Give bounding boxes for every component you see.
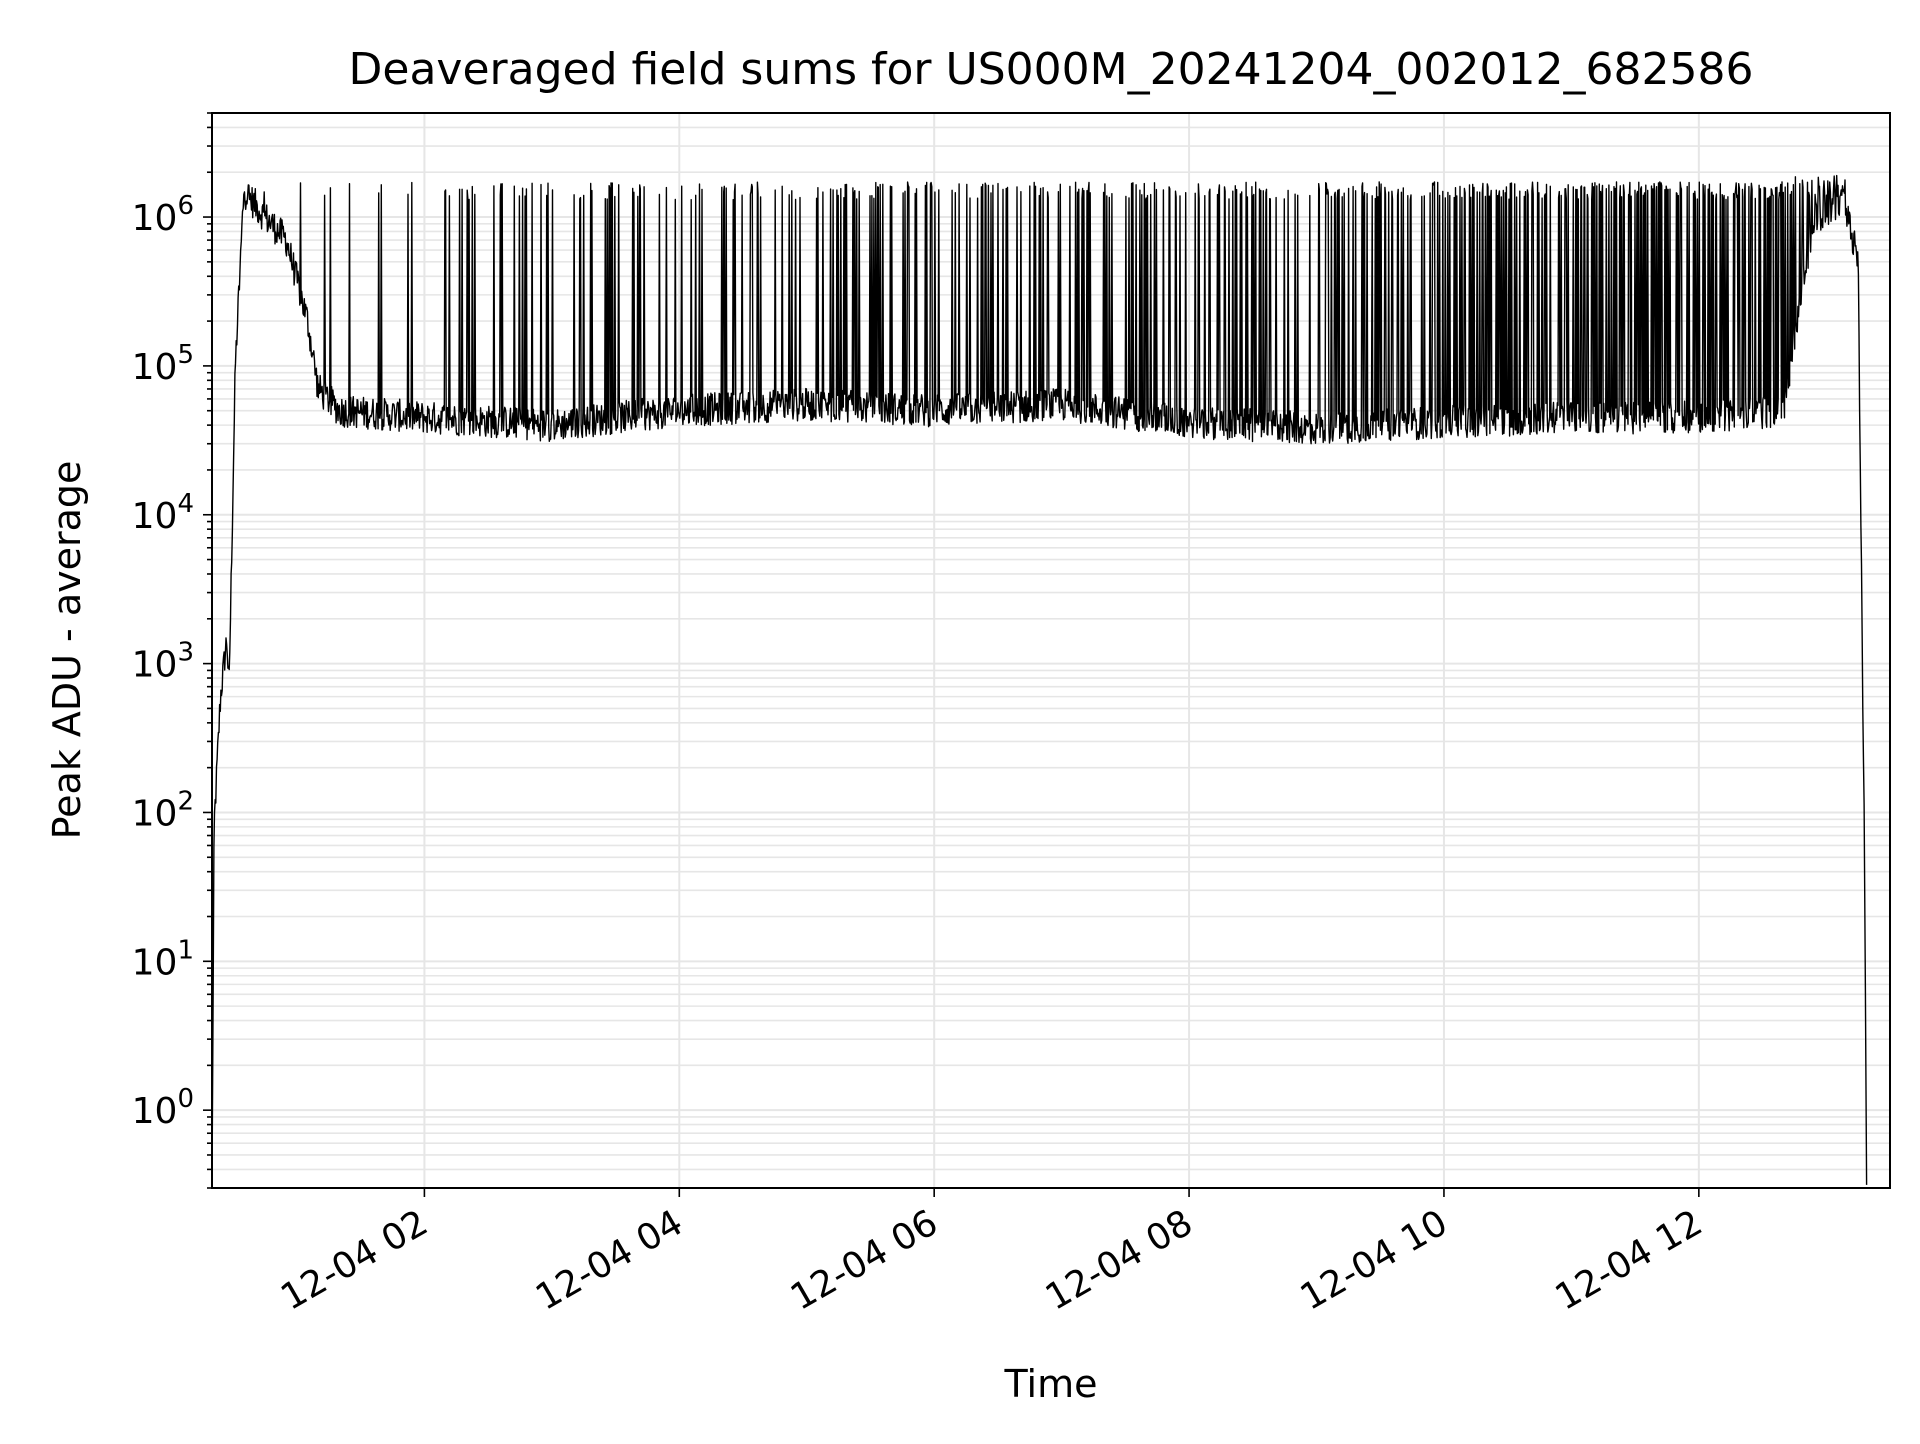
x-axis-label: Time [1004,1362,1098,1406]
plot-layer [211,174,1868,1185]
x-tick-label: 12-04 06 [784,1202,945,1318]
x-tick-label: 12-04 08 [1039,1202,1200,1318]
x-tick-label: 12-04 04 [529,1202,690,1318]
x-tick-label: 12-04 02 [274,1202,435,1318]
y-tick-label: 101 [132,935,194,983]
y-tick-label: 102 [132,786,194,834]
y-axis-label: Peak ADU - average [45,461,89,840]
chart-title: Deaveraged field sums for US000M_2024120… [349,44,1754,95]
y-tick-label: 103 [132,638,194,686]
y-tick-label: 106 [132,191,194,239]
x-tick-label: 12-04 12 [1549,1202,1710,1318]
y-tick-label: 100 [132,1084,194,1132]
y-tick-label: 104 [132,489,194,537]
y-tick-label: 105 [132,340,194,388]
grid-layer [212,112,1890,1189]
axes-frame [211,112,1891,1189]
x-tick-label: 12-04 10 [1294,1202,1455,1318]
series-line [211,174,1868,1185]
